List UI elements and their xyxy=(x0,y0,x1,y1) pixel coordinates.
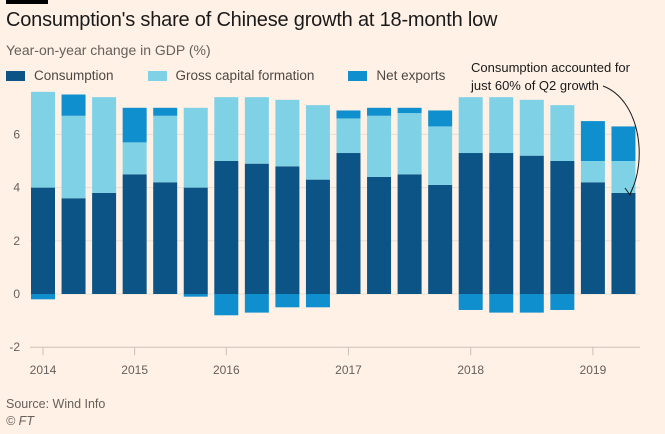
bar-net-exports xyxy=(244,294,269,313)
bar-gross-capital-formation xyxy=(122,142,147,175)
bar-gross-capital-formation xyxy=(611,161,636,193)
bar-net-exports xyxy=(458,294,483,310)
annotation-arrowhead-icon xyxy=(624,186,634,197)
bar-gross-capital-formation xyxy=(550,105,575,161)
bar-consumption xyxy=(550,161,575,294)
bar-net-exports xyxy=(214,294,239,316)
bar-gross-capital-formation xyxy=(305,105,330,180)
bar-consumption xyxy=(183,187,208,294)
legend-label: Gross capital formation xyxy=(175,68,315,83)
bar-gross-capital-formation xyxy=(458,97,483,154)
bar-gross-capital-formation xyxy=(183,107,208,188)
bar-net-exports xyxy=(305,294,330,308)
bar-consumption xyxy=(122,174,147,294)
bar-gross-capital-formation xyxy=(214,97,239,161)
legend-swatch-gcf xyxy=(147,70,167,81)
bar-gross-capital-formation xyxy=(336,118,361,154)
bar-net-exports xyxy=(336,110,361,119)
bar-consumption xyxy=(580,182,605,294)
bar-consumption xyxy=(397,174,422,294)
copyright-text: © FT xyxy=(6,414,34,428)
bar-net-exports xyxy=(550,294,575,310)
bar-consumption xyxy=(367,176,392,294)
bar-consumption xyxy=(519,155,544,294)
bar-consumption xyxy=(92,192,117,294)
x-tick-label: 2019 xyxy=(580,363,607,377)
bar-gross-capital-formation xyxy=(489,97,514,154)
bar-net-exports xyxy=(31,294,55,300)
legend-item-consumption: Consumption xyxy=(6,68,114,83)
bar-net-exports xyxy=(61,94,86,116)
bar-consumption xyxy=(275,166,300,294)
y-tick-label: 6 xyxy=(13,127,20,141)
legend-item-gcf: Gross capital formation xyxy=(147,68,315,83)
chart-title: Consumption's share of Chinese growth at… xyxy=(6,9,498,31)
bar-net-exports xyxy=(122,107,147,143)
legend-label: Consumption xyxy=(34,68,114,83)
bar-net-exports xyxy=(275,294,300,308)
bar-consumption xyxy=(428,184,453,294)
bar-gross-capital-formation xyxy=(61,115,86,199)
bar-consumption xyxy=(153,182,178,294)
bar-gross-capital-formation xyxy=(580,161,605,183)
bar-gross-capital-formation xyxy=(367,115,392,177)
source-text: Source: Wind Info xyxy=(6,397,106,411)
bar-consumption xyxy=(458,153,483,294)
bar-consumption xyxy=(336,153,361,294)
bar-gross-capital-formation xyxy=(31,91,55,188)
bar-net-exports xyxy=(611,126,636,161)
bar-gross-capital-formation xyxy=(92,97,117,193)
bar-net-exports xyxy=(428,110,453,127)
bar-consumption xyxy=(611,192,636,294)
bar-consumption xyxy=(489,153,514,294)
bar-gross-capital-formation xyxy=(397,113,422,175)
x-tick-label: 2017 xyxy=(335,363,362,377)
bar-net-exports xyxy=(519,294,544,313)
chart-subtitle: Year-on-year change in GDP (%) xyxy=(6,42,211,58)
annotation-line-2: just 60% of Q2 growth xyxy=(471,78,599,93)
legend: Consumption Gross capital formation Net … xyxy=(6,68,479,83)
bar-consumption xyxy=(31,187,55,294)
annotation-arrow xyxy=(602,85,640,195)
bar-net-exports xyxy=(489,294,514,313)
bar-gross-capital-formation xyxy=(244,97,269,164)
annotation-line-1: Consumption accounted for xyxy=(471,60,630,75)
bar-net-exports xyxy=(183,294,208,297)
legend-label: Net exports xyxy=(376,68,446,83)
bar-consumption xyxy=(305,179,330,294)
y-tick-label: 0 xyxy=(13,287,20,301)
bar-consumption xyxy=(244,163,269,294)
x-tick-label: 2018 xyxy=(457,363,484,377)
bar-net-exports xyxy=(397,107,422,114)
bar-consumption xyxy=(214,161,239,294)
annotation: Consumption accounted for just 60% of Q2… xyxy=(471,59,630,95)
x-tick-label: 2015 xyxy=(121,363,148,377)
legend-item-net-exports: Net exports xyxy=(348,68,445,83)
bar-net-exports xyxy=(367,107,392,116)
bar-consumption xyxy=(61,198,86,294)
legend-swatch-net-exports xyxy=(348,70,368,81)
x-tick-label: 2014 xyxy=(30,363,57,377)
y-tick-label: -2 xyxy=(9,340,20,354)
y-tick-label: 2 xyxy=(13,234,20,248)
x-tick-label: 2016 xyxy=(213,363,240,377)
source-note: Source: Wind Info © FT xyxy=(6,396,105,430)
legend-swatch-consumption xyxy=(6,70,25,81)
bar-gross-capital-formation xyxy=(428,126,453,185)
bar-gross-capital-formation xyxy=(153,115,178,183)
bar-net-exports xyxy=(580,121,605,161)
bar-net-exports xyxy=(153,107,178,116)
bar-gross-capital-formation xyxy=(519,99,544,156)
ft-top-rule xyxy=(6,0,48,4)
y-tick-label: 4 xyxy=(13,181,20,195)
bar-gross-capital-formation xyxy=(275,99,300,167)
